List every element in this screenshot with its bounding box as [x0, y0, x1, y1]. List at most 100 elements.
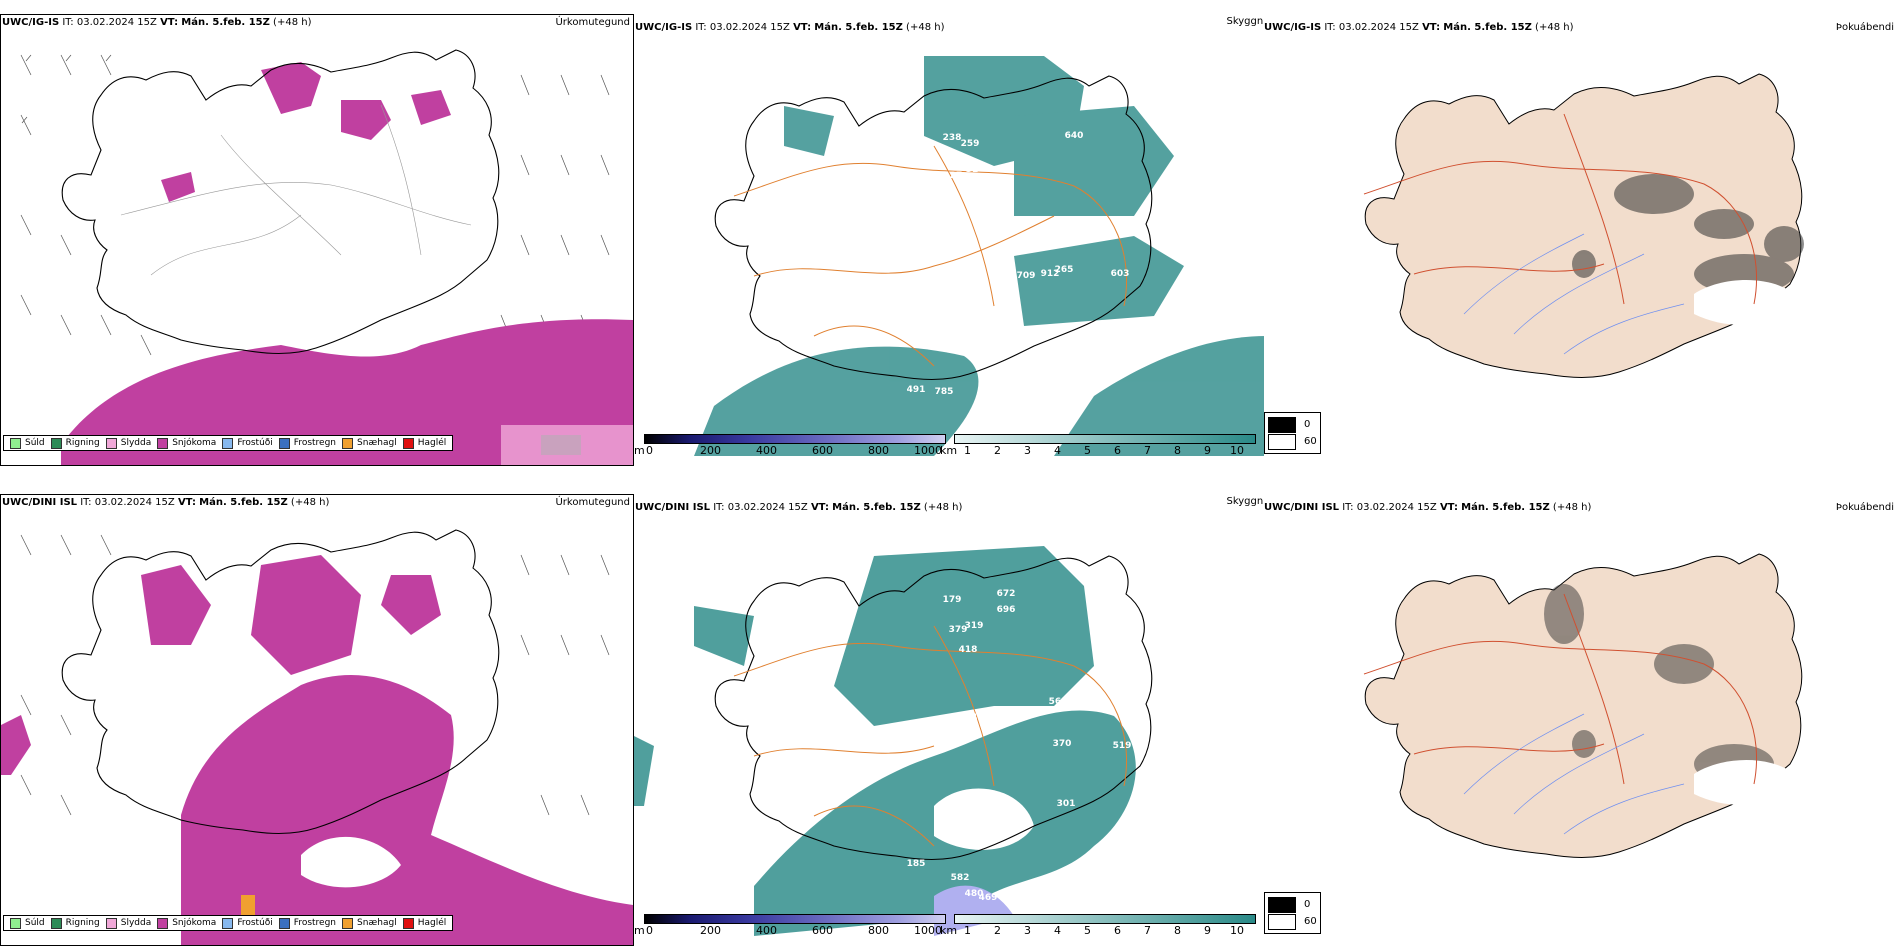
- legend-label: Frostregn: [293, 438, 337, 448]
- swatch: [402, 437, 414, 449]
- label: 561: [1049, 697, 1068, 707]
- label: 265: [1055, 265, 1074, 275]
- wind-barbs: [20, 534, 610, 816]
- tick: 8: [1174, 924, 1181, 937]
- vis-colorbar: [954, 914, 1256, 924]
- panel-title-fog-1: Þokuábendi: [1835, 22, 1894, 33]
- legend-item: Frostregn: [278, 917, 337, 929]
- tick: 7: [1144, 924, 1151, 937]
- legend-label: Slydda: [120, 438, 152, 448]
- legend-label: Súld: [25, 918, 45, 928]
- tick: 1000: [914, 444, 942, 457]
- legend-item: Frostúði: [222, 917, 273, 929]
- label: 640: [1065, 131, 1084, 141]
- wind-barbs: [20, 54, 610, 356]
- tick: 10: [1230, 924, 1244, 937]
- precip-panel-1: UWC/IG-IS IT: 03.02.2024 15Z VT: Mán. 5.…: [0, 14, 634, 466]
- tick: 200: [700, 924, 721, 937]
- label: 418: [959, 645, 978, 655]
- legend-item: Snjókoma: [157, 917, 216, 929]
- vis-colorbar: [954, 434, 1256, 444]
- header-1a: UWC/IG-IS IT: 03.02.2024 15Z VT: Mán. 5.…: [2, 17, 312, 28]
- label: 185: [907, 859, 926, 869]
- tick: 8: [1174, 444, 1181, 457]
- tick: 1: [964, 444, 971, 457]
- swatch: [10, 437, 21, 449]
- swatch: [10, 917, 21, 929]
- legend-item: Haglél: [402, 437, 447, 449]
- cloud-map-1: 238 259 27 31 16 577 640 53 23 709 912 2…: [694, 56, 1266, 456]
- height-unit: m: [634, 444, 645, 457]
- swatch: [157, 917, 169, 929]
- header-2c: UWC/DINI ISL IT: 03.02.2024 15Z VT: Mán.…: [1264, 502, 1592, 513]
- swatch: [157, 437, 169, 449]
- label: 179: [943, 595, 962, 605]
- fog-legend-min: 0: [1304, 419, 1311, 430]
- tick: 3: [1024, 924, 1031, 937]
- fog-map-2: [1363, 553, 1804, 858]
- legend-label: Rigning: [65, 918, 100, 928]
- swatch: [402, 917, 414, 929]
- tick: 800: [868, 444, 889, 457]
- fog-legend-min: 0: [1304, 899, 1311, 910]
- panel-title-fog-2: Þokuábendi: [1835, 502, 1894, 513]
- label: 319: [965, 621, 984, 631]
- roads: [733, 145, 1128, 367]
- precip-map-1: [20, 49, 633, 465]
- tick: 1: [964, 924, 971, 937]
- tick: 400: [756, 924, 777, 937]
- tick: 0: [646, 924, 653, 937]
- fog-swatch-max: [1268, 913, 1296, 930]
- panel-title-cloud-1: Skyggni: [1226, 16, 1266, 27]
- legend-label: Haglél: [417, 918, 447, 928]
- label: 259: [961, 139, 980, 149]
- legend-label: Haglél: [417, 438, 447, 448]
- swatch: [105, 437, 117, 449]
- legend-item: Súld: [10, 917, 45, 929]
- rivers: [1463, 233, 1685, 355]
- label: 16: [992, 175, 1005, 185]
- label: 27: [950, 171, 963, 181]
- header-1b: UWC/IG-IS IT: 03.02.2024 15Z VT: Mán. 5.…: [635, 22, 945, 33]
- legend-label: Frostregn: [293, 918, 337, 928]
- fog-swatch-min: [1268, 896, 1296, 913]
- legend-label: Frostúði: [237, 918, 273, 928]
- height-colorbar: [644, 914, 946, 924]
- label: 31: [966, 165, 979, 175]
- fog-swatch-min: [1268, 416, 1296, 433]
- legend-label: Snæhagl: [357, 918, 397, 928]
- label: 709: [1017, 271, 1036, 281]
- swatch: [50, 437, 62, 449]
- cloud-map-2: 179 672 696 379 319 418 304 561 370 519 …: [634, 546, 1153, 936]
- vis-unit: km: [940, 924, 958, 937]
- tick: 0: [646, 444, 653, 457]
- label: 785: [935, 387, 954, 397]
- tick: 4: [1054, 924, 1061, 937]
- legend-item: Snæhagl: [342, 437, 397, 449]
- tick: 7: [1144, 444, 1151, 457]
- fog-legend-max: 60: [1304, 436, 1317, 447]
- snow-areas: [61, 62, 633, 465]
- fog-legend-1: 0 60: [1264, 412, 1321, 454]
- header-1c: UWC/IG-IS IT: 03.02.2024 15Z VT: Mán. 5.…: [1264, 22, 1574, 33]
- legend-item: Snjókoma: [157, 437, 216, 449]
- tick: 6: [1114, 444, 1121, 457]
- tick: 1000: [914, 924, 942, 937]
- cloud-panel-1: 238 259 27 31 16 577 640 53 23 709 912 2…: [634, 14, 1266, 464]
- fog-panel-2: UWC/DINI ISL IT: 03.02.2024 15Z VT: Mán.…: [1264, 494, 1900, 944]
- cloud-labels: 238 259 27 31 16 577 640 53 23 709 912 2…: [907, 131, 1130, 397]
- tick: 10: [1230, 444, 1244, 457]
- label: 301: [1057, 799, 1076, 809]
- fog-legend-max: 60: [1304, 916, 1317, 927]
- legend-item: Rigning: [50, 437, 100, 449]
- tick: 400: [756, 444, 777, 457]
- swatch: [278, 437, 290, 449]
- header-2b: UWC/DINI ISL IT: 03.02.2024 15Z VT: Mán.…: [635, 502, 963, 513]
- cloud-panel-2: 179 672 696 379 319 418 304 561 370 519 …: [634, 494, 1266, 944]
- fog-panel-1: UWC/IG-IS IT: 03.02.2024 15Z VT: Mán. 5.…: [1264, 14, 1900, 464]
- label: 582: [951, 873, 970, 883]
- swatch: [222, 437, 234, 449]
- legend-label: Súld: [25, 438, 45, 448]
- legend-label: Rigning: [65, 438, 100, 448]
- tick: 600: [812, 444, 833, 457]
